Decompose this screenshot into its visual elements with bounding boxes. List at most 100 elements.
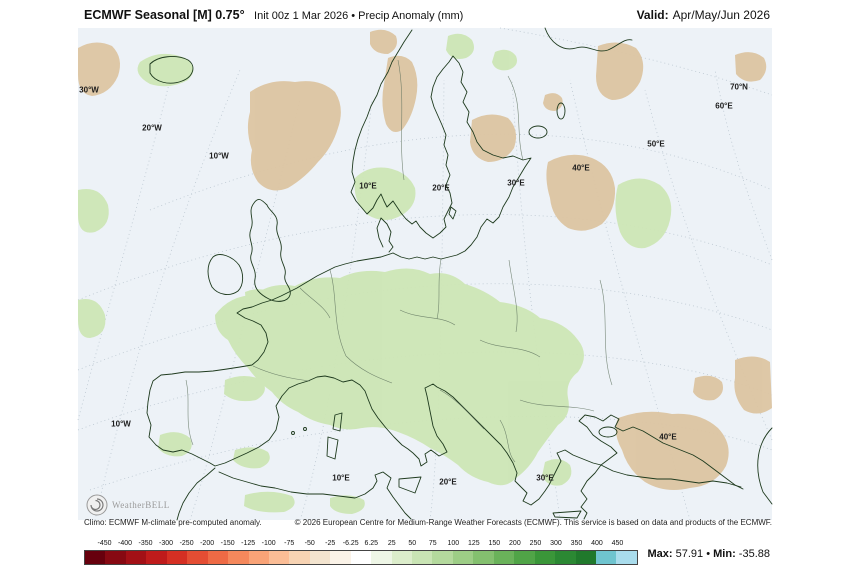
border-line bbox=[519, 399, 595, 412]
colorbar-segment bbox=[616, 551, 637, 564]
colorbar-tick-label: -400 bbox=[118, 540, 133, 547]
anomaly-tan-blob bbox=[734, 356, 772, 414]
colorbar-tick-label: 200 bbox=[509, 540, 521, 547]
border-line bbox=[479, 339, 541, 358]
anomaly-green-blob bbox=[492, 49, 517, 71]
copyright-note: © 2026 European Centre for Medium-Range … bbox=[294, 518, 772, 527]
colorbar-tick-label: -150 bbox=[220, 540, 235, 547]
anomaly-green-blob bbox=[78, 299, 106, 338]
border-line bbox=[507, 75, 524, 161]
anomaly-green-blob bbox=[215, 268, 584, 486]
colorbar-tick-label: 100 bbox=[447, 540, 460, 547]
colorbar-tick-label: 300 bbox=[550, 540, 562, 547]
colorbar-tick-label: 25 bbox=[387, 540, 396, 547]
coastlines bbox=[146, 27, 773, 521]
anomaly-green-blob bbox=[354, 167, 416, 220]
anomaly-tan-blob bbox=[693, 375, 723, 401]
colorbar-segment bbox=[105, 551, 126, 564]
map-title: ECMWF Seasonal [M] 0.75° bbox=[84, 8, 245, 22]
colorbar-segment bbox=[146, 551, 167, 564]
coastline-denmark bbox=[376, 217, 394, 253]
extremes-bullet: • bbox=[706, 548, 711, 560]
colorbar-segment bbox=[473, 551, 494, 564]
colorbar-segment bbox=[452, 551, 474, 564]
colorbar-segment bbox=[187, 551, 208, 564]
anomaly-green-blob bbox=[615, 178, 672, 249]
colorbar-tick-label: 400 bbox=[591, 540, 603, 547]
colorbar-tick-label: 50 bbox=[408, 540, 417, 547]
border-line bbox=[439, 389, 485, 430]
colorbar-tick-label: 350 bbox=[570, 540, 583, 547]
coastline-iceland bbox=[149, 56, 194, 84]
colorbar-segment bbox=[309, 551, 331, 564]
colorbar-segment bbox=[289, 551, 310, 564]
colorbar-tick-label: -250 bbox=[179, 540, 194, 547]
lake-onega bbox=[556, 102, 566, 120]
colorbar-tick-label: -125 bbox=[241, 540, 256, 547]
anomaly-green-blob bbox=[137, 53, 194, 87]
coastline-continental-west-med bbox=[146, 252, 602, 506]
colorbar-tick-label: -450 bbox=[97, 540, 112, 547]
watermark: WeatherBELL bbox=[86, 494, 170, 516]
border-line bbox=[329, 269, 347, 357]
coastline-scandinavia-baltic bbox=[350, 29, 532, 260]
colorbar-segment bbox=[575, 551, 596, 564]
anomaly-tan-blob bbox=[596, 42, 644, 100]
coastline-black-sea-north bbox=[578, 414, 744, 490]
colorbar-segment bbox=[166, 551, 188, 564]
colorbar-segment bbox=[595, 551, 617, 564]
anomaly-tan-blob bbox=[370, 29, 397, 54]
lake-ladoga bbox=[528, 125, 548, 139]
island-gotland bbox=[448, 206, 457, 220]
header-left: ECMWF Seasonal [M] 0.75° Init 00z 1 Mar … bbox=[84, 6, 463, 24]
border-line bbox=[397, 59, 405, 181]
island-balearic bbox=[291, 431, 295, 435]
colorbar-segment bbox=[493, 551, 515, 564]
coastline-caspian-edge bbox=[757, 427, 773, 505]
colorbar-segment bbox=[330, 551, 351, 564]
colorbar-tick-label: 150 bbox=[488, 540, 501, 547]
colorbar-tick-label: -50 bbox=[304, 540, 315, 547]
island-balearic bbox=[303, 427, 307, 431]
watermark-text: WeatherBELL bbox=[112, 500, 170, 510]
island-crete bbox=[552, 510, 582, 519]
coastline-morocco bbox=[176, 467, 216, 521]
border-line bbox=[499, 419, 516, 463]
country-borders bbox=[185, 59, 613, 463]
colorbar-labels: -450 -400 -350 -300 -250 -200 -150 -125 -100 -75 -… bbox=[84, 540, 638, 549]
colorbar-segment bbox=[412, 551, 433, 564]
anomaly-tan-blob bbox=[470, 114, 516, 162]
colorbar-tick-label: -75 bbox=[284, 540, 295, 547]
sea-of-azov bbox=[598, 426, 618, 438]
colorbar-tick-label: -100 bbox=[261, 540, 276, 547]
coastline-ireland bbox=[207, 254, 244, 295]
island-corsica bbox=[332, 412, 343, 432]
map-subtitle: Init 00z 1 Mar 2026 • Precip Anomaly (mm… bbox=[254, 10, 464, 22]
climo-note: Climo: ECMWF M-climate pre-computed anom… bbox=[84, 518, 262, 527]
negative-anomaly-layer bbox=[78, 29, 772, 490]
attribution-row: Climo: ECMWF M-climate pre-computed anom… bbox=[84, 518, 772, 527]
colorbar-segment bbox=[248, 551, 269, 564]
anomaly-green-blob bbox=[446, 33, 474, 59]
coastline-black-sea-south bbox=[600, 464, 742, 488]
max-value: 57.91 bbox=[675, 548, 704, 560]
positive-anomaly-layer bbox=[78, 33, 672, 514]
weatherbell-swirl-icon bbox=[86, 494, 108, 516]
island-sicily bbox=[398, 476, 422, 494]
border-line bbox=[299, 287, 331, 319]
colorbar-tick-label: 6.25 bbox=[364, 540, 379, 547]
colorbar-segment bbox=[391, 551, 412, 564]
border-line bbox=[345, 355, 393, 384]
anomaly-green-blob bbox=[224, 376, 265, 402]
extremes: Max: 57.91 • Min: -35.88 bbox=[647, 548, 770, 560]
colorbar-tick-label: 125 bbox=[468, 540, 480, 547]
coastline-britain bbox=[249, 198, 291, 302]
colorbar-segment bbox=[534, 551, 556, 564]
coastline-north-africa bbox=[218, 471, 412, 520]
anomaly-green-blob bbox=[233, 447, 270, 469]
anomaly-tan-blob bbox=[78, 42, 120, 96]
valid-label: Valid: bbox=[636, 8, 669, 22]
coastline-turkey-aegean bbox=[580, 464, 602, 520]
border-line bbox=[252, 365, 311, 382]
